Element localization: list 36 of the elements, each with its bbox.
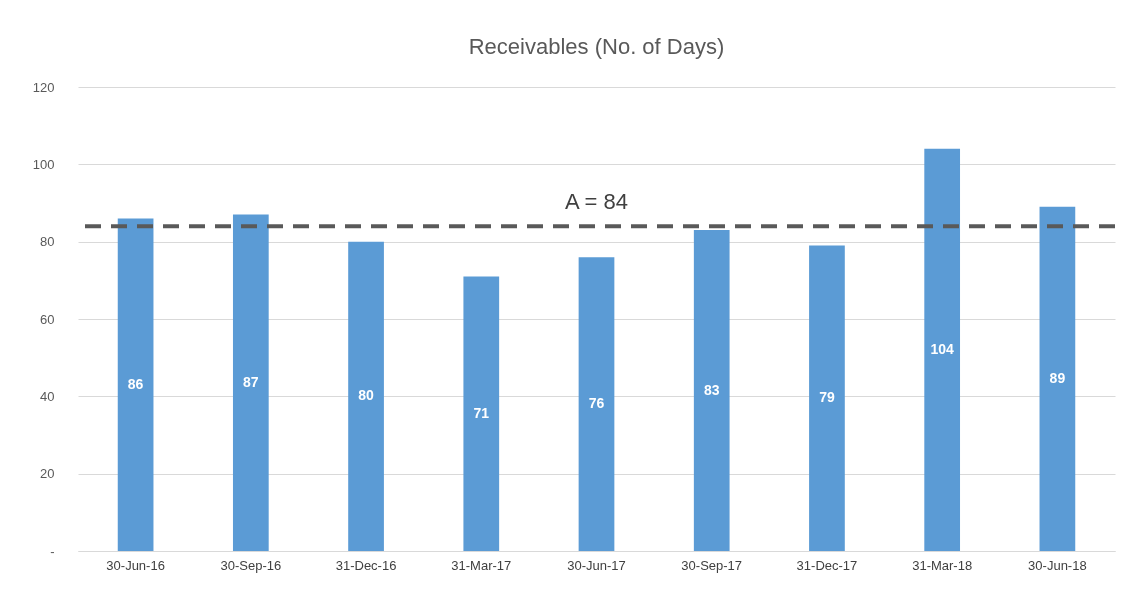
bar [348, 241, 384, 551]
data-label: 71 [473, 404, 490, 421]
y-tick-label: 100 [32, 156, 55, 172]
bar [809, 245, 845, 551]
y-tick-label: 60 [40, 311, 55, 327]
x-tick-label: 30-Jun-18 [1028, 557, 1087, 573]
bar [1039, 206, 1076, 551]
chart-title: Receivables (No. of Days) [468, 34, 725, 59]
x-tick-label: 31-Dec-17 [796, 557, 858, 573]
y-tick-label: 80 [40, 234, 55, 250]
x-tick-label: 30-Sep-16 [220, 557, 282, 573]
y-tick-label: - [50, 543, 55, 559]
data-label: 76 [588, 395, 605, 412]
y-tick-label: 40 [40, 388, 55, 404]
x-tick-label: 31-Dec-16 [335, 557, 397, 573]
x-tick-label: 30-Jun-16 [106, 557, 165, 573]
data-label: 83 [703, 381, 720, 398]
ref-line-label: A = 84 [564, 189, 629, 215]
x-tick-label: 31-Mar-18 [912, 557, 973, 573]
bar [117, 218, 154, 551]
bar [463, 276, 500, 551]
x-tick-label: 30-Sep-17 [681, 557, 743, 573]
y-tick-label: 20 [40, 466, 55, 482]
data-label: 87 [243, 373, 259, 390]
data-label: 86 [127, 375, 144, 392]
data-label: 79 [819, 389, 835, 406]
bar [578, 257, 615, 551]
x-tick-label: 30-Jun-17 [567, 557, 626, 573]
data-label: 80 [358, 387, 375, 404]
y-tick-label: 120 [32, 79, 55, 95]
data-label: 104 [930, 340, 955, 357]
data-label: 89 [1049, 369, 1066, 386]
bar [924, 148, 961, 551]
x-tick-label: 31-Mar-17 [451, 557, 512, 573]
bar [232, 214, 269, 551]
bar [693, 230, 730, 551]
